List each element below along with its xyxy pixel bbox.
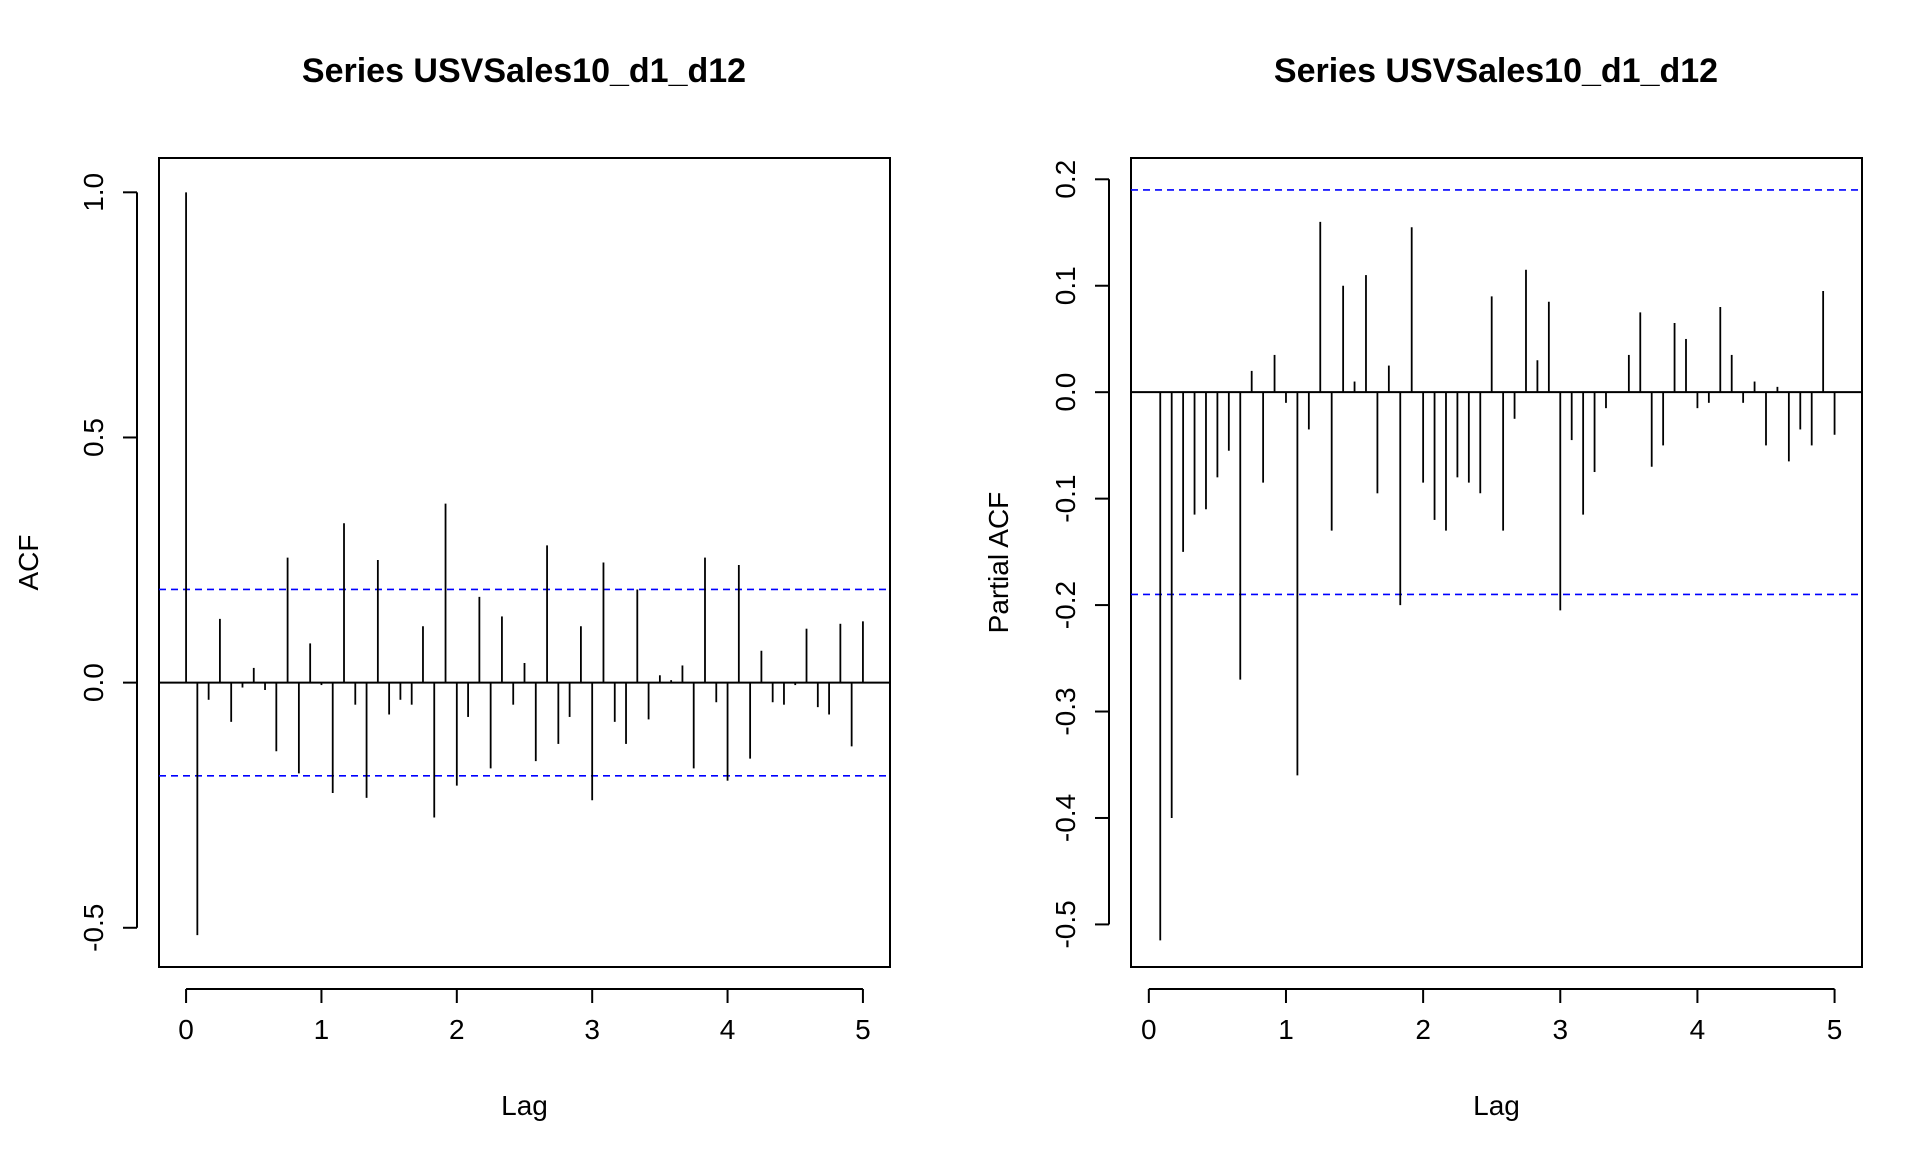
y-tick-label: 0.1	[1050, 266, 1081, 305]
x-tick-label: 3	[1552, 1014, 1568, 1045]
y-tick-label: -0.2	[1050, 581, 1081, 629]
y-axis-label: ACF	[13, 535, 44, 591]
y-tick-label: 1.0	[78, 173, 109, 212]
x-axis-label: Lag	[501, 1090, 548, 1121]
x-tick-label: 1	[1278, 1014, 1294, 1045]
x-tick-label: 1	[314, 1014, 330, 1045]
y-tick-label: -0.3	[1050, 687, 1081, 735]
chart-title: Series USVSales10_d1_d12	[1274, 52, 1718, 90]
x-tick-label: 5	[1827, 1014, 1843, 1045]
y-axis-label: Partial ACF	[983, 492, 1014, 634]
y-tick-label: -0.4	[1050, 794, 1081, 842]
x-axis-label: Lag	[1473, 1090, 1520, 1121]
chart-title: Series USVSales10_d1_d12	[302, 52, 746, 90]
x-tick-label: 2	[1415, 1014, 1431, 1045]
x-tick-label: 2	[449, 1014, 465, 1045]
y-tick-label: 0.0	[1050, 373, 1081, 412]
x-tick-label: 4	[1690, 1014, 1706, 1045]
y-tick-label: -0.5	[1050, 900, 1081, 948]
chart-panel-1: Series USVSales10_d1_d12 0 1 2 3 4 5 -0.5 0.0 0.5…	[13, 52, 891, 1121]
y-tick-label: 0.0	[78, 663, 109, 702]
y-tick-label: 0.5	[78, 418, 109, 457]
y-tick-label: 0.2	[1050, 160, 1081, 199]
plot-frame	[158, 157, 891, 968]
x-tick-label: 0	[1141, 1014, 1157, 1045]
y-tick-label: -0.1	[1050, 475, 1081, 523]
y-tick-label: -0.5	[78, 904, 109, 952]
x-tick-label: 0	[178, 1014, 194, 1045]
x-tick-label: 5	[855, 1014, 871, 1045]
x-tick-label: 3	[584, 1014, 600, 1045]
chart-panel-2: Series USVSales10_d1_d12 0 1 2 3 4 5 -0.5 -0.4 -0…	[983, 52, 1863, 1121]
plot-frame	[1130, 157, 1863, 968]
x-tick-label: 4	[720, 1014, 736, 1045]
